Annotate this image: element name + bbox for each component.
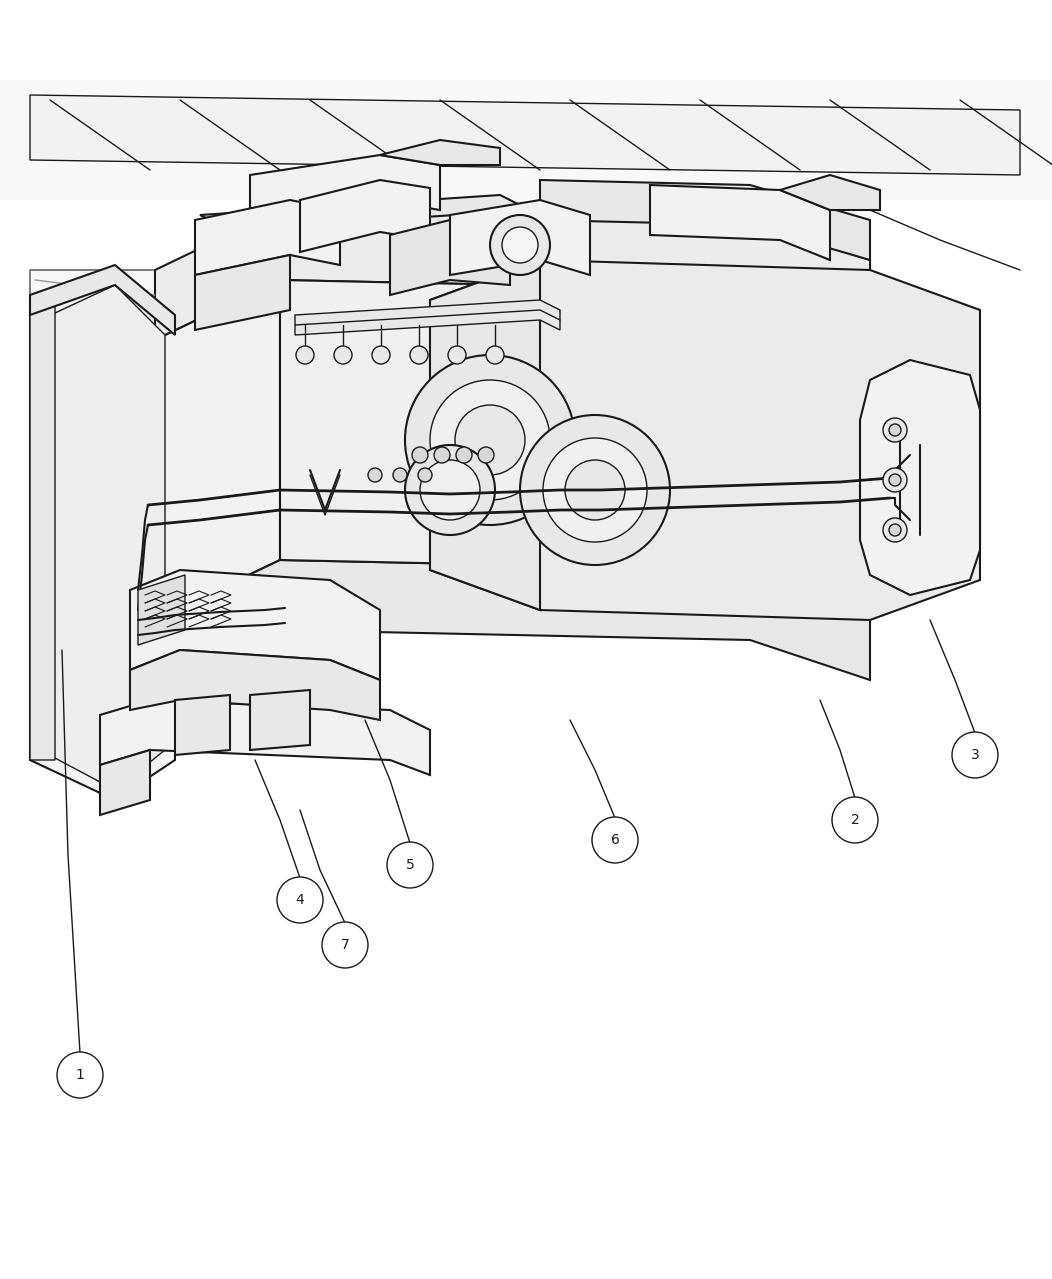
Text: 1: 1 xyxy=(76,1068,84,1082)
Polygon shape xyxy=(155,210,870,340)
Polygon shape xyxy=(31,275,175,799)
Text: 6: 6 xyxy=(610,833,620,847)
Circle shape xyxy=(387,842,433,888)
Polygon shape xyxy=(250,155,440,220)
Polygon shape xyxy=(430,260,540,610)
Polygon shape xyxy=(130,570,380,680)
Circle shape xyxy=(592,817,638,863)
Polygon shape xyxy=(100,749,150,815)
Polygon shape xyxy=(859,359,980,595)
Circle shape xyxy=(434,446,450,463)
Circle shape xyxy=(322,922,368,968)
Polygon shape xyxy=(100,700,430,775)
Polygon shape xyxy=(155,560,870,689)
Polygon shape xyxy=(31,295,55,760)
Circle shape xyxy=(889,524,901,536)
Polygon shape xyxy=(300,180,430,252)
Circle shape xyxy=(883,518,907,542)
Circle shape xyxy=(883,418,907,443)
Polygon shape xyxy=(780,175,881,210)
Circle shape xyxy=(410,347,428,365)
Circle shape xyxy=(456,446,472,463)
Polygon shape xyxy=(200,194,530,230)
Circle shape xyxy=(883,468,907,492)
Polygon shape xyxy=(280,280,750,570)
Circle shape xyxy=(368,468,382,482)
Circle shape xyxy=(430,380,550,500)
Polygon shape xyxy=(31,265,175,335)
Polygon shape xyxy=(450,200,590,275)
Polygon shape xyxy=(155,280,280,620)
Circle shape xyxy=(277,877,323,923)
Polygon shape xyxy=(390,220,510,295)
Text: 7: 7 xyxy=(341,938,349,952)
Text: 2: 2 xyxy=(851,813,859,828)
Circle shape xyxy=(832,797,878,843)
Polygon shape xyxy=(650,185,830,260)
Polygon shape xyxy=(175,694,230,755)
Circle shape xyxy=(543,437,647,542)
Circle shape xyxy=(486,347,504,365)
Polygon shape xyxy=(195,200,340,275)
Circle shape xyxy=(490,215,550,275)
Text: 5: 5 xyxy=(406,858,414,872)
Circle shape xyxy=(889,425,901,436)
Polygon shape xyxy=(380,139,500,165)
Circle shape xyxy=(296,347,313,365)
Polygon shape xyxy=(250,689,310,749)
Polygon shape xyxy=(295,301,560,335)
Circle shape xyxy=(393,468,407,482)
Circle shape xyxy=(565,460,625,521)
Polygon shape xyxy=(430,260,980,620)
Polygon shape xyxy=(0,81,1052,200)
Circle shape xyxy=(412,446,428,463)
Circle shape xyxy=(456,405,525,475)
Circle shape xyxy=(333,347,352,365)
Circle shape xyxy=(889,475,901,486)
Circle shape xyxy=(502,226,538,263)
Text: 3: 3 xyxy=(971,748,979,762)
Polygon shape xyxy=(130,650,380,720)
Polygon shape xyxy=(540,180,870,260)
Text: 4: 4 xyxy=(296,893,304,907)
Circle shape xyxy=(418,468,432,482)
Circle shape xyxy=(478,446,494,463)
Polygon shape xyxy=(195,255,290,330)
Circle shape xyxy=(448,347,466,365)
Polygon shape xyxy=(138,576,185,645)
Circle shape xyxy=(952,732,998,778)
Circle shape xyxy=(405,445,495,535)
Polygon shape xyxy=(31,270,155,650)
Circle shape xyxy=(520,414,670,565)
Polygon shape xyxy=(31,95,1020,175)
Circle shape xyxy=(57,1053,103,1097)
Circle shape xyxy=(372,347,390,365)
Circle shape xyxy=(420,460,480,521)
Circle shape xyxy=(405,356,575,524)
Polygon shape xyxy=(40,285,165,790)
